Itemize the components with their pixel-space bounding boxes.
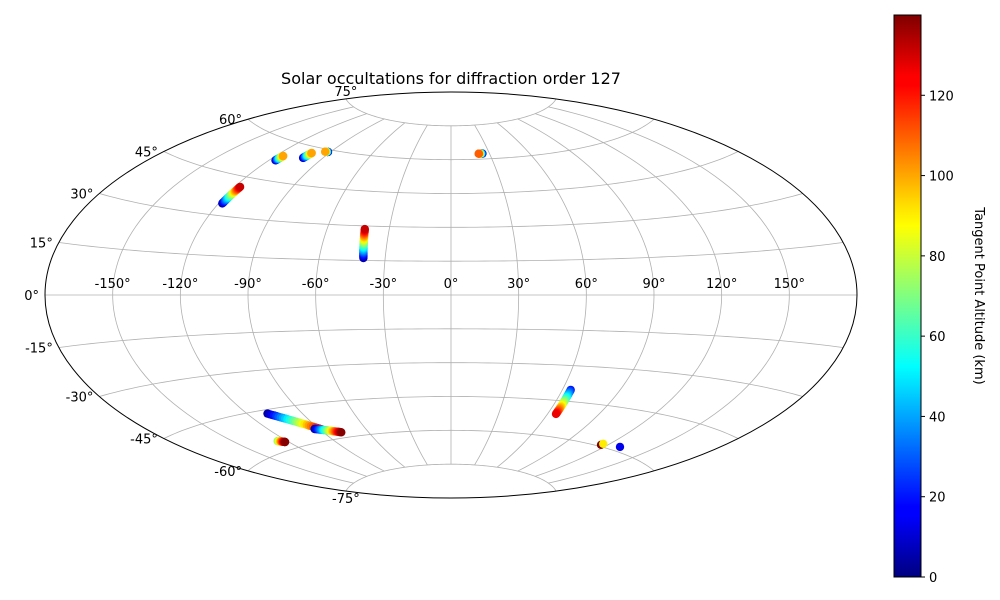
data-point <box>280 437 290 447</box>
parallel-line <box>58 328 844 348</box>
parallel-line <box>345 463 557 492</box>
colorbar-ticks: 0 20 40 60 80 100 120 <box>921 89 954 586</box>
data-point <box>337 428 346 437</box>
data-point <box>235 182 245 192</box>
colorbar: 0 20 40 60 80 100 120 Tangent Point Altitude (… <box>893 14 986 586</box>
latitude-tick-label: 15° <box>30 236 53 251</box>
longitude-tick-label: -60° <box>302 277 330 292</box>
longitude-tick-label: 60° <box>575 277 598 292</box>
data-point <box>551 409 561 419</box>
latitude-tick-label: -30° <box>66 391 94 406</box>
chart-title: Solar occultations for diffraction order… <box>281 69 621 88</box>
longitude-tick-label: -90° <box>234 277 262 292</box>
parallel-line <box>247 118 655 161</box>
colorbar-tick-label: 60 <box>929 330 946 345</box>
parallel-line <box>345 98 557 127</box>
latitude-tick-label: 60° <box>219 113 242 128</box>
colorbar-tick-label: 120 <box>929 89 954 104</box>
longitude-tick-labels: -150° -120° -90° -60° -30° 0° 30° 60° 90° 120° 150… <box>95 277 805 292</box>
data-point <box>615 442 625 452</box>
colorbar-tick-label: 40 <box>929 410 946 425</box>
colorbar-tick-label: 80 <box>929 250 946 265</box>
parallel-line <box>99 193 803 228</box>
colorbar-gradient <box>893 14 922 578</box>
colorbar-tick-label: 0 <box>929 571 937 586</box>
latitude-tick-label: -45° <box>130 433 158 448</box>
latitude-tick-label: 75° <box>334 85 357 100</box>
longitude-tick-label: 0° <box>444 277 459 292</box>
data-point <box>599 439 608 448</box>
longitude-tick-label: 150° <box>774 277 805 292</box>
longitude-tick-label: -150° <box>95 277 131 292</box>
data-point <box>279 151 288 161</box>
latitude-tick-label: 45° <box>135 145 158 160</box>
longitude-tick-label: -30° <box>369 277 397 292</box>
latitude-tick-label: -15° <box>25 342 53 357</box>
data-point <box>321 147 330 156</box>
latitude-tick-label: 0° <box>24 289 39 304</box>
data-point <box>307 148 316 158</box>
longitude-tick-label: -120° <box>162 277 198 292</box>
colorbar-label: Tangent Point Altitude (km) <box>971 206 986 384</box>
latitude-tick-label: -75° <box>332 492 360 507</box>
longitude-tick-label: 30° <box>507 277 530 292</box>
latitude-tick-labels: -75° -60° -45° -30° -15° 0° 15° 30° 45° 60° 75° <box>24 85 360 507</box>
map-boundary <box>44 91 858 499</box>
data-point <box>360 224 369 234</box>
longitude-tick-label: 90° <box>642 277 665 292</box>
parallel-line <box>163 396 739 439</box>
grid-lines <box>45 98 857 492</box>
latitude-tick-label: 30° <box>70 188 93 203</box>
parallel-line <box>163 151 739 194</box>
longitude-tick-label: 120° <box>706 277 737 292</box>
parallel-line <box>58 242 844 262</box>
data-point <box>474 149 483 158</box>
colorbar-tick-label: 20 <box>929 491 946 506</box>
parallel-line <box>99 362 803 397</box>
latitude-tick-label: -60° <box>214 465 242 480</box>
colorbar-tick-label: 100 <box>929 170 954 185</box>
data-points <box>218 147 625 452</box>
